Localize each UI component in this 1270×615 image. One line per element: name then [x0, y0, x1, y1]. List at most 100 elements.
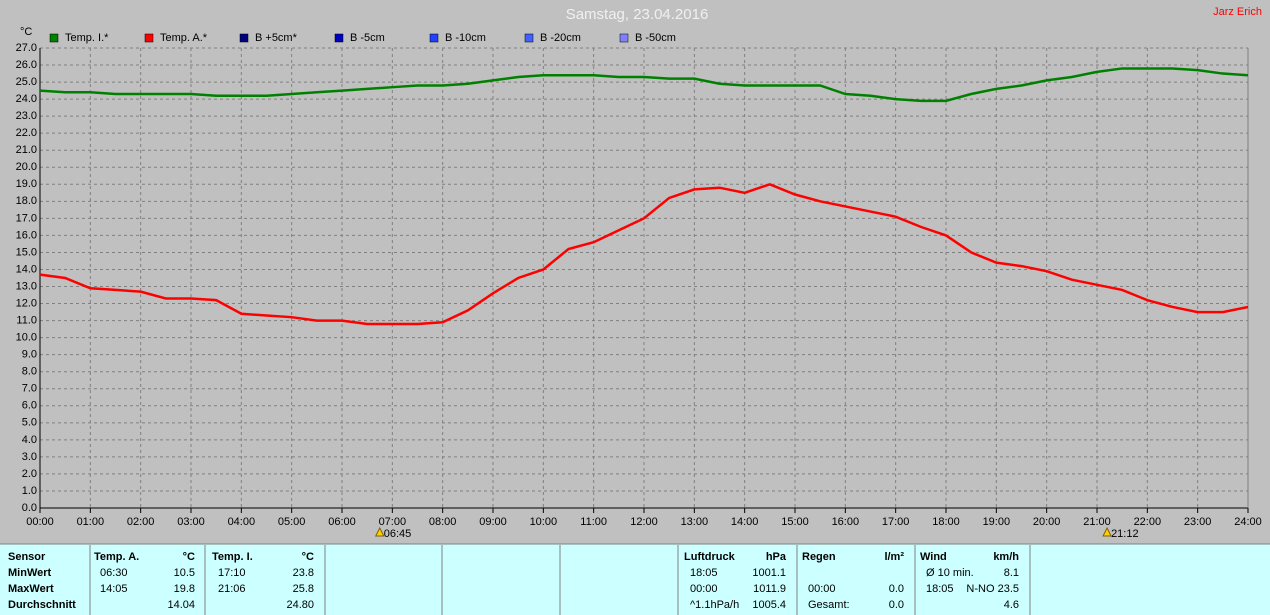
row-label: Durchschnitt: [8, 599, 76, 611]
x-tick-label: 18:00: [932, 516, 960, 528]
legend-swatch: [524, 33, 534, 43]
cell-time: 21:06: [218, 583, 246, 595]
x-tick-label: 22:00: [1134, 516, 1162, 528]
y-tick-label: 14.0: [16, 263, 37, 275]
y-tick-label: 0.0: [22, 502, 37, 514]
cell-time: 00:00: [690, 583, 718, 595]
x-tick-label: 13:00: [681, 516, 709, 528]
x-tick-label: 14:00: [731, 516, 759, 528]
y-tick-label: 11.0: [16, 314, 37, 326]
x-tick-label: 15:00: [781, 516, 809, 528]
cell-value: N-NO 23.5: [966, 583, 1019, 595]
row-label: MinWert: [8, 567, 52, 579]
cell-time: 17:10: [218, 567, 246, 579]
col-header: Regen: [802, 551, 836, 563]
y-tick-label: 18.0: [16, 195, 37, 207]
col-header: Wind: [920, 551, 947, 563]
legend-swatch: [49, 33, 59, 43]
x-tick-label: 06:00: [328, 516, 356, 528]
x-tick-label: 24:00: [1234, 516, 1262, 528]
author: Jarz Erich: [1213, 6, 1262, 18]
y-tick-label: 15.0: [16, 246, 37, 258]
y-tick-label: 17.0: [16, 212, 37, 224]
cell-value: 1005.4: [752, 599, 786, 611]
x-tick-label: 08:00: [429, 516, 457, 528]
y-tick-label: 20.0: [16, 161, 37, 173]
x-tick-label: 09:00: [479, 516, 507, 528]
chart-title: Samstag, 23.04.2016: [566, 6, 709, 23]
col-unit: km/h: [993, 551, 1019, 563]
legend-swatch: [334, 33, 344, 43]
y-tick-label: 1.0: [22, 485, 37, 497]
sun-marker: [1102, 526, 1112, 537]
legend-label: Temp. I.*: [65, 32, 109, 44]
y-tick-label: 6.0: [22, 400, 37, 412]
y-tick-label: 7.0: [22, 383, 37, 395]
series-line: [39, 182, 1249, 326]
axis: [39, 48, 1248, 509]
cell-time: 18:05: [690, 567, 718, 579]
col-unit: °C: [183, 551, 195, 563]
legend-swatch: [144, 33, 154, 43]
cell-time: 18:05: [926, 583, 954, 595]
x-tick-label: 16:00: [832, 516, 860, 528]
x-tick-label: 00:00: [26, 516, 54, 528]
y-tick-label: 19.0: [16, 178, 37, 190]
col-header: Luftdruck: [684, 551, 736, 563]
x-tick-label: 21:00: [1083, 516, 1111, 528]
cell-value: 4.6: [1004, 599, 1019, 611]
col-unit: hPa: [766, 551, 787, 563]
legend-label: B -50cm: [635, 32, 676, 44]
y-tick-label: 25.0: [16, 76, 37, 88]
y-tick-label: 27.0: [16, 42, 37, 54]
y-tick-label: 23.0: [16, 110, 37, 122]
y-tick-label: 2.0: [22, 468, 37, 480]
cell-time: 06:30: [100, 567, 128, 579]
x-tick-label: 04:00: [228, 516, 256, 528]
x-tick-label: 20:00: [1033, 516, 1061, 528]
legend-swatch: [619, 33, 629, 43]
cell-time: ^1.1hPa/h: [690, 599, 739, 611]
annotation: 06:45: [384, 528, 412, 540]
x-tick-label: 17:00: [882, 516, 910, 528]
legend-label: B -10cm: [445, 32, 486, 44]
cell-time: Gesamt:: [808, 599, 850, 611]
y-tick-label: 3.0: [22, 451, 37, 463]
y-tick-label: 22.0: [16, 127, 37, 139]
cell-value: 1011.9: [753, 583, 786, 595]
y-tick-label: 8.0: [22, 366, 37, 378]
cell-value: 0.0: [889, 599, 904, 611]
x-tick-label: 03:00: [177, 516, 205, 528]
cell-value: 23.8: [293, 567, 314, 579]
y-tick-label: 13.0: [16, 280, 37, 292]
x-tick-label: 11:00: [580, 516, 607, 528]
cell-value: 8.1: [1004, 567, 1019, 579]
series-line: [39, 67, 1249, 103]
annotation: 21:12: [1111, 528, 1139, 540]
cell-value: 24.80: [286, 599, 314, 611]
cell-value: 1001.1: [752, 567, 786, 579]
cell-value: 19.8: [174, 583, 195, 595]
col-header: Temp. A.: [94, 551, 139, 563]
legend-label: B +5cm*: [255, 32, 298, 44]
legend-label: B -5cm: [350, 32, 385, 44]
table-bg: [0, 544, 1270, 615]
cell-value: 14.04: [167, 599, 195, 611]
col-unit: l/m²: [884, 551, 904, 563]
legend-swatch: [429, 33, 439, 43]
y-tick-label: 9.0: [22, 349, 37, 361]
x-tick-label: 02:00: [127, 516, 155, 528]
cell-time: 00:00: [808, 583, 836, 595]
legend-label: B -20cm: [540, 32, 581, 44]
cell-value: 0.0: [889, 583, 904, 595]
y-tick-label: 24.0: [16, 93, 37, 105]
cell-time: 14:05: [100, 583, 128, 595]
x-tick-label: 10:00: [530, 516, 558, 528]
row-label: MaxWert: [8, 583, 54, 595]
cell-value: 10.5: [174, 567, 195, 579]
legend-label: Temp. A.*: [160, 32, 208, 44]
cell-time: Ø 10 min.: [926, 567, 974, 579]
x-tick-label: 12:00: [630, 516, 658, 528]
